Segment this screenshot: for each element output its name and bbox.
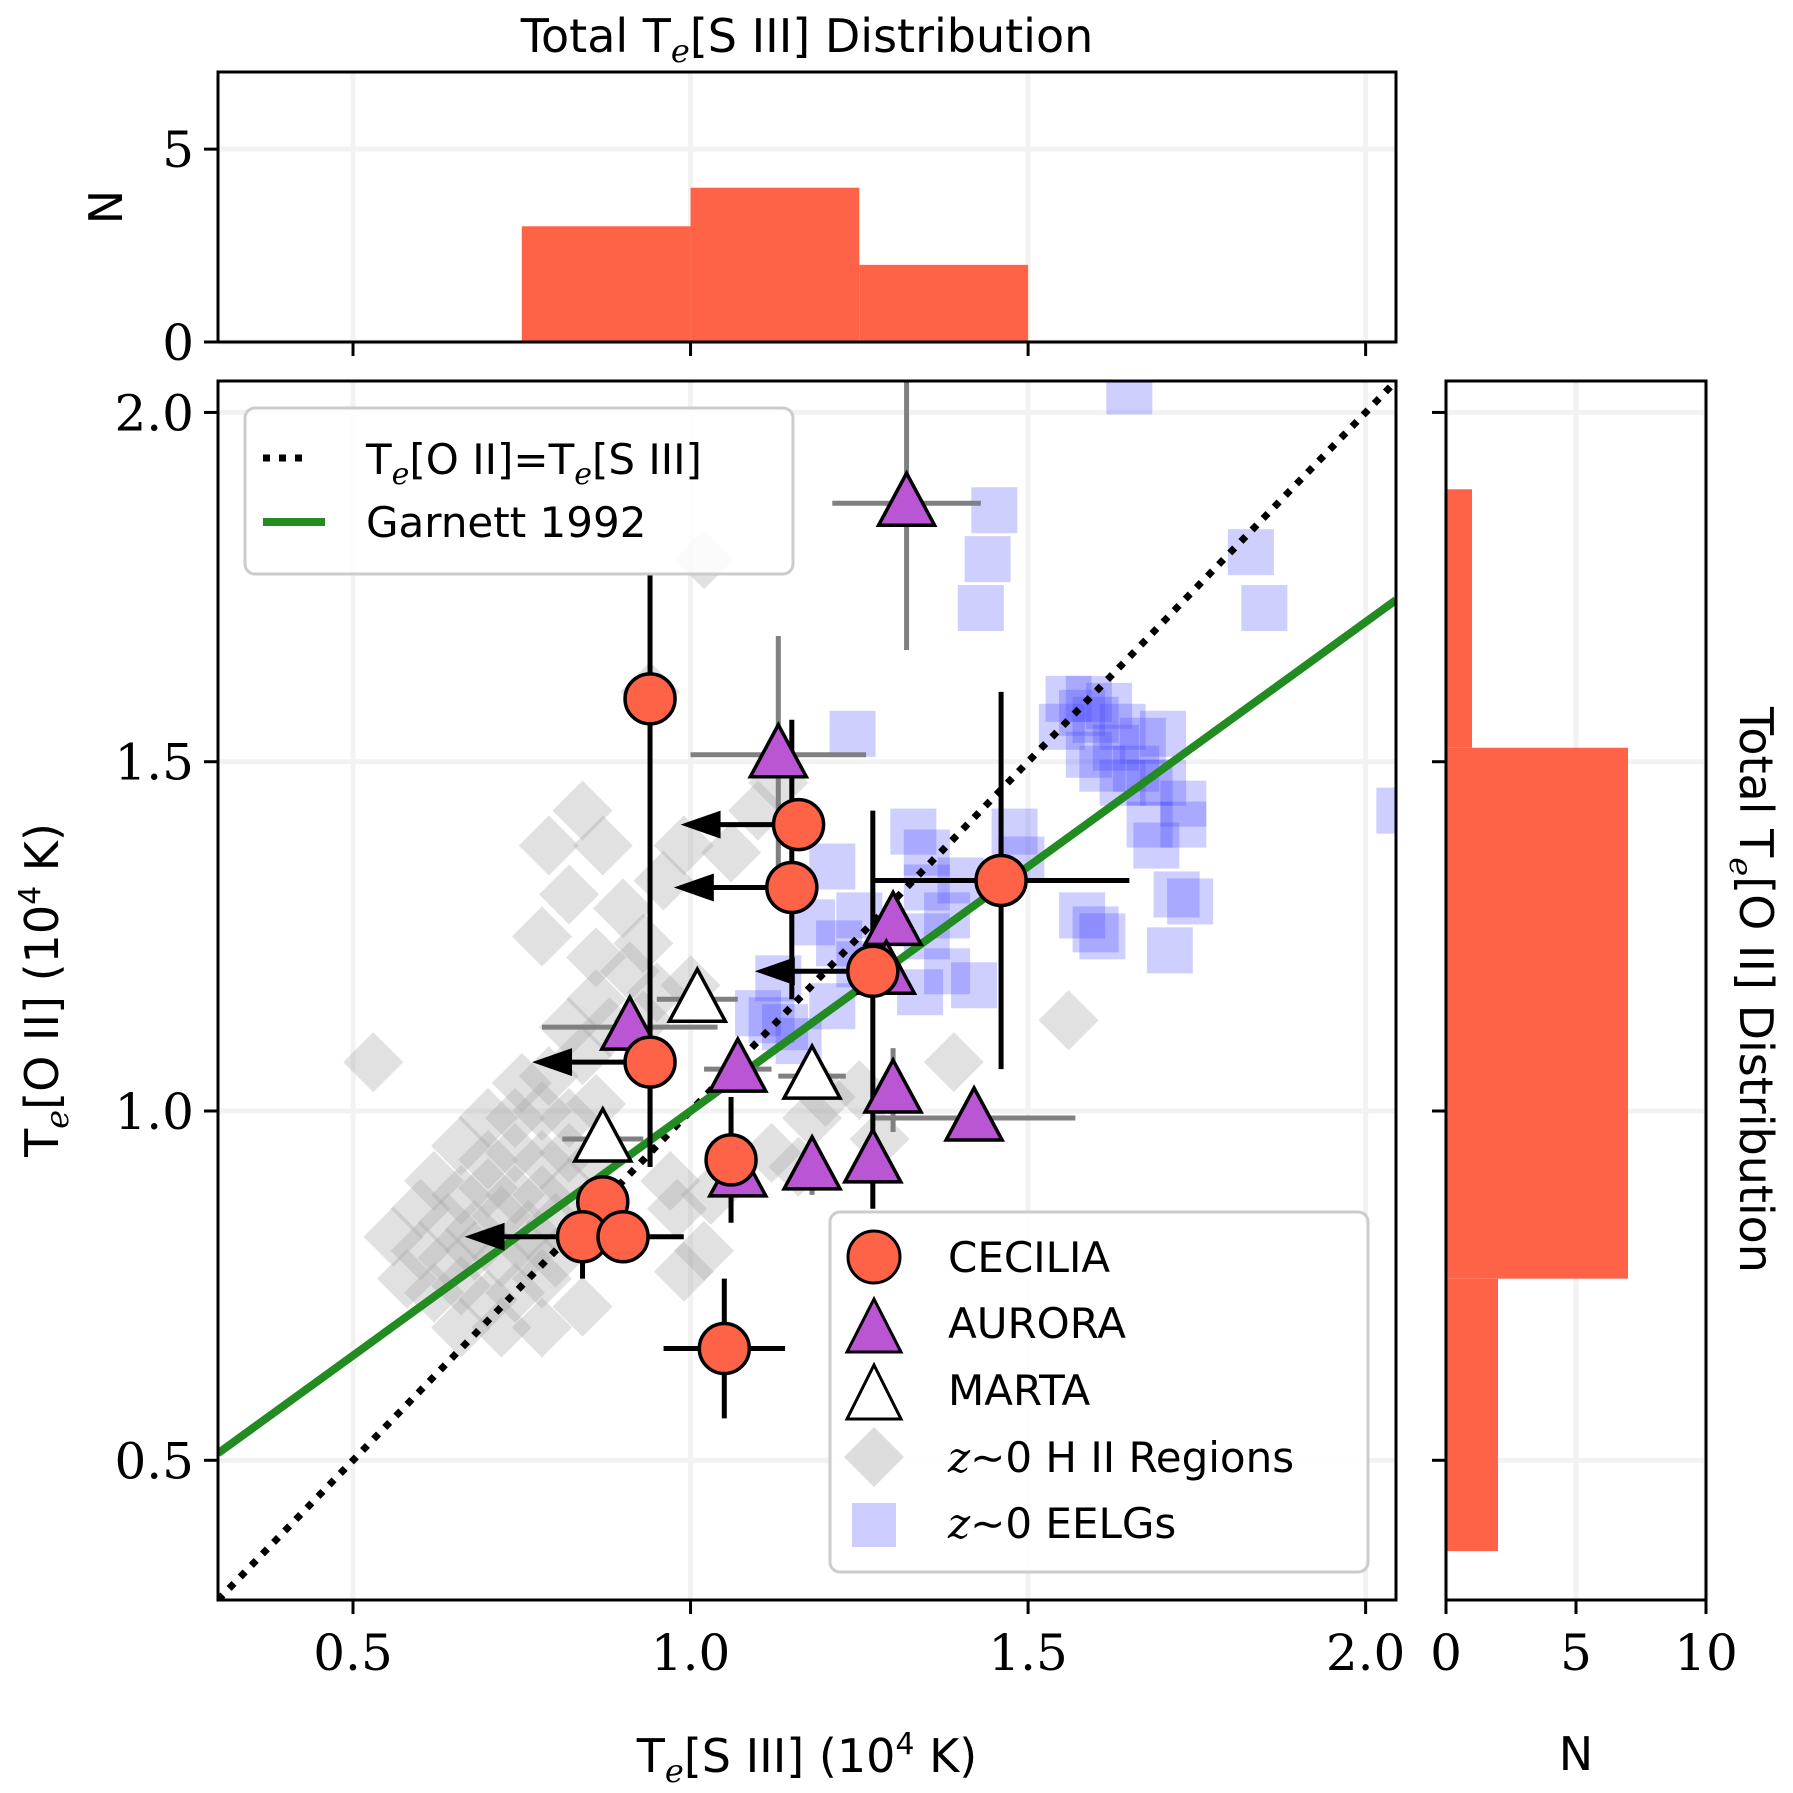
legend-aurora-label: AURORA — [948, 1299, 1126, 1348]
y-tick-label: 2.0 — [114, 384, 194, 442]
legend-eelg-label: z∼0 EELGs — [947, 1499, 1176, 1548]
cecilia-point — [706, 1135, 756, 1185]
eelg-point — [830, 711, 876, 757]
figure: 0 5 Total Te[S III] Distribution N 0.5 1.0… — [0, 0, 1793, 1793]
eelg-point — [890, 809, 936, 855]
x-tick-label: 1.0 — [651, 1624, 731, 1682]
eelg-point — [951, 962, 997, 1008]
cecilia-point — [625, 674, 675, 724]
eelg-point — [1376, 788, 1422, 834]
legend-lines: Te[O II]=Te[S III] Garnett 1992 — [245, 408, 793, 574]
x-tick-label: 0.5 — [313, 1624, 393, 1682]
cecilia-point — [625, 1037, 675, 1087]
top-hist-bar — [522, 226, 691, 342]
y-tick-label: 0.5 — [114, 1432, 194, 1490]
y-tick-label: 1.5 — [114, 734, 194, 792]
legend-cecilia-label: CECILIA — [948, 1233, 1110, 1282]
top-hist-bar — [691, 188, 860, 342]
legend-equal-label: Te[O II]=Te[S III] — [365, 435, 702, 492]
x-tick-label: 2.0 — [1326, 1624, 1406, 1682]
main-xlabel: Te[S III] (104 K) — [636, 1727, 977, 1790]
legend-marta-label: MARTA — [948, 1366, 1090, 1415]
eelg-point — [1241, 585, 1287, 631]
right-x-tick-label: 5 — [1560, 1624, 1592, 1682]
eelg-point — [1066, 732, 1112, 778]
y-tick-label: 1.0 — [114, 1083, 194, 1141]
legend-square-icon — [852, 1503, 896, 1547]
right-x-tick-label: 0 — [1430, 1624, 1462, 1682]
main-scatter-panel: 0.5 1.0 1.5 2.0 0.5 1.0 1.5 2.0 Te[O II]=Te[S I… — [13, 357, 1422, 1790]
right-hist-title: Total Te[O II] Distribution — [1722, 706, 1783, 1273]
right-hist-bar — [1446, 748, 1628, 1279]
x-tick-label: 1.5 — [988, 1624, 1068, 1682]
cecilia-point — [699, 1324, 749, 1374]
legend-markers: CECILIA AURORA MARTA z∼0 H II Regions z∼… — [830, 1212, 1368, 1572]
right-x-tick-label: 10 — [1674, 1624, 1738, 1682]
cecilia-point — [598, 1212, 648, 1262]
eelg-point — [971, 487, 1017, 533]
top-y-tick-label: 5 — [162, 121, 194, 179]
right-hist-bar — [1446, 1279, 1498, 1551]
eelg-point — [1147, 927, 1193, 973]
top-histogram-panel: 0 5 Total Te[S III] Distribution N — [79, 9, 1396, 372]
cecilia-point — [976, 855, 1026, 905]
top-hist-title: Total Te[S III] Distribution — [520, 9, 1094, 70]
eelg-point — [965, 536, 1011, 582]
right-hist-xlabel: N — [1559, 1727, 1593, 1781]
cecilia-point — [774, 800, 824, 850]
eelg-point — [1106, 368, 1152, 414]
legend-hii-label: z∼0 H II Regions — [947, 1433, 1294, 1482]
eelg-point — [1160, 802, 1206, 848]
cecilia-point — [848, 946, 898, 996]
top-hist-ylabel: N — [79, 190, 133, 224]
right-hist-bar — [1446, 489, 1472, 747]
legend-lines-box — [245, 408, 793, 574]
legend-circle-icon — [848, 1231, 900, 1283]
legend-garnett-label: Garnett 1992 — [366, 498, 646, 547]
eelg-point — [1167, 878, 1213, 924]
eelg-point — [958, 585, 1004, 631]
eelg-point — [1059, 892, 1105, 938]
top-hist-bar — [859, 265, 1028, 342]
main-ylabel: Te[O II] (104 K) — [13, 823, 76, 1158]
cecilia-point — [767, 862, 817, 912]
top-y-tick-label: 0 — [162, 314, 194, 372]
right-histogram-panel: 0 5 10 N Total Te[O II] Distribution — [1430, 381, 1783, 1781]
